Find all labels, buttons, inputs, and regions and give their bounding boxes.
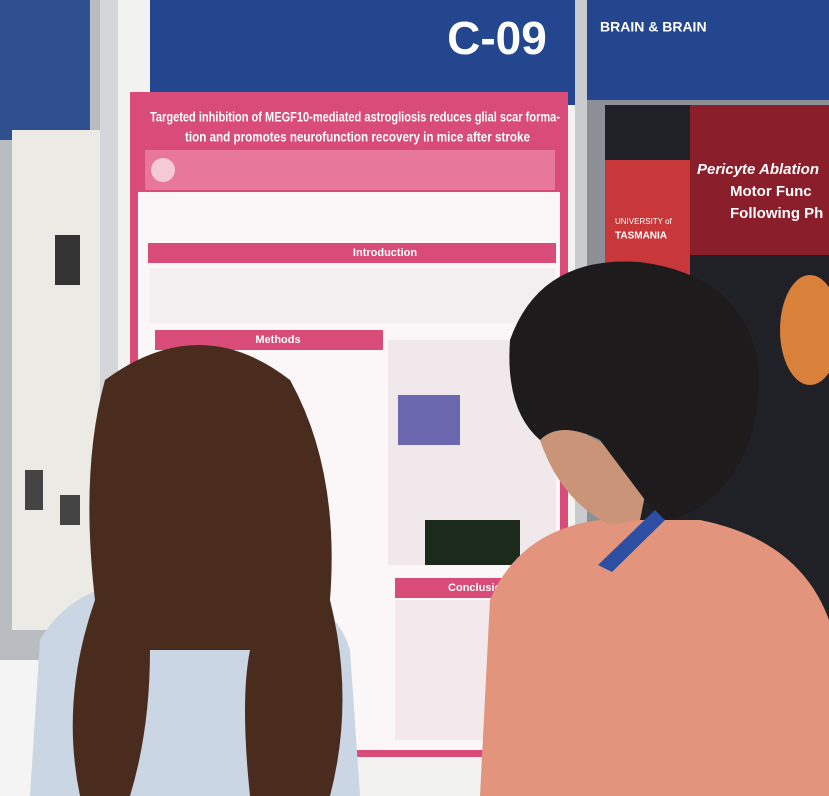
right-title-box: [690, 105, 829, 255]
brain-image: [780, 275, 829, 385]
neck: [540, 420, 650, 525]
center-banner: [150, 0, 575, 105]
hair: [72, 345, 343, 796]
section-title: Introduction: [353, 247, 417, 259]
banner-text: BRAIN & BRAIN: [600, 19, 707, 35]
left-banner: [0, 0, 90, 140]
left-poster: [12, 130, 100, 630]
logo: [151, 158, 175, 182]
figure: [398, 395, 460, 445]
left-poster-figure: [55, 235, 80, 285]
intro-text: [150, 268, 555, 323]
university-name: UNIVERSITY of: [615, 217, 673, 226]
section-header: [155, 330, 383, 350]
right-title: Pericyte Ablation: [697, 161, 819, 178]
right-title: Motor Func: [730, 183, 812, 200]
university-name: TASMANIA: [615, 231, 667, 242]
poster-title: tion and promotes neurofunction recovery…: [185, 129, 530, 145]
booth-number: C-09: [447, 12, 547, 64]
figure: [425, 520, 520, 565]
author-block: [145, 150, 555, 190]
section-header: [148, 243, 556, 263]
left-poster-figure: [60, 495, 80, 525]
right-title: Following Ph: [730, 205, 823, 222]
shirt: [480, 520, 829, 796]
university-box: [605, 160, 690, 280]
man-hair: [509, 261, 759, 520]
section-title: Conclusion: [448, 582, 508, 594]
poster-title: Targeted inhibition of MEGF10-mediated a…: [150, 109, 560, 125]
lanyard: [598, 510, 665, 572]
right-banner: [587, 0, 829, 100]
left-poster-figure: [25, 470, 43, 510]
section-title: Methods: [255, 334, 300, 346]
